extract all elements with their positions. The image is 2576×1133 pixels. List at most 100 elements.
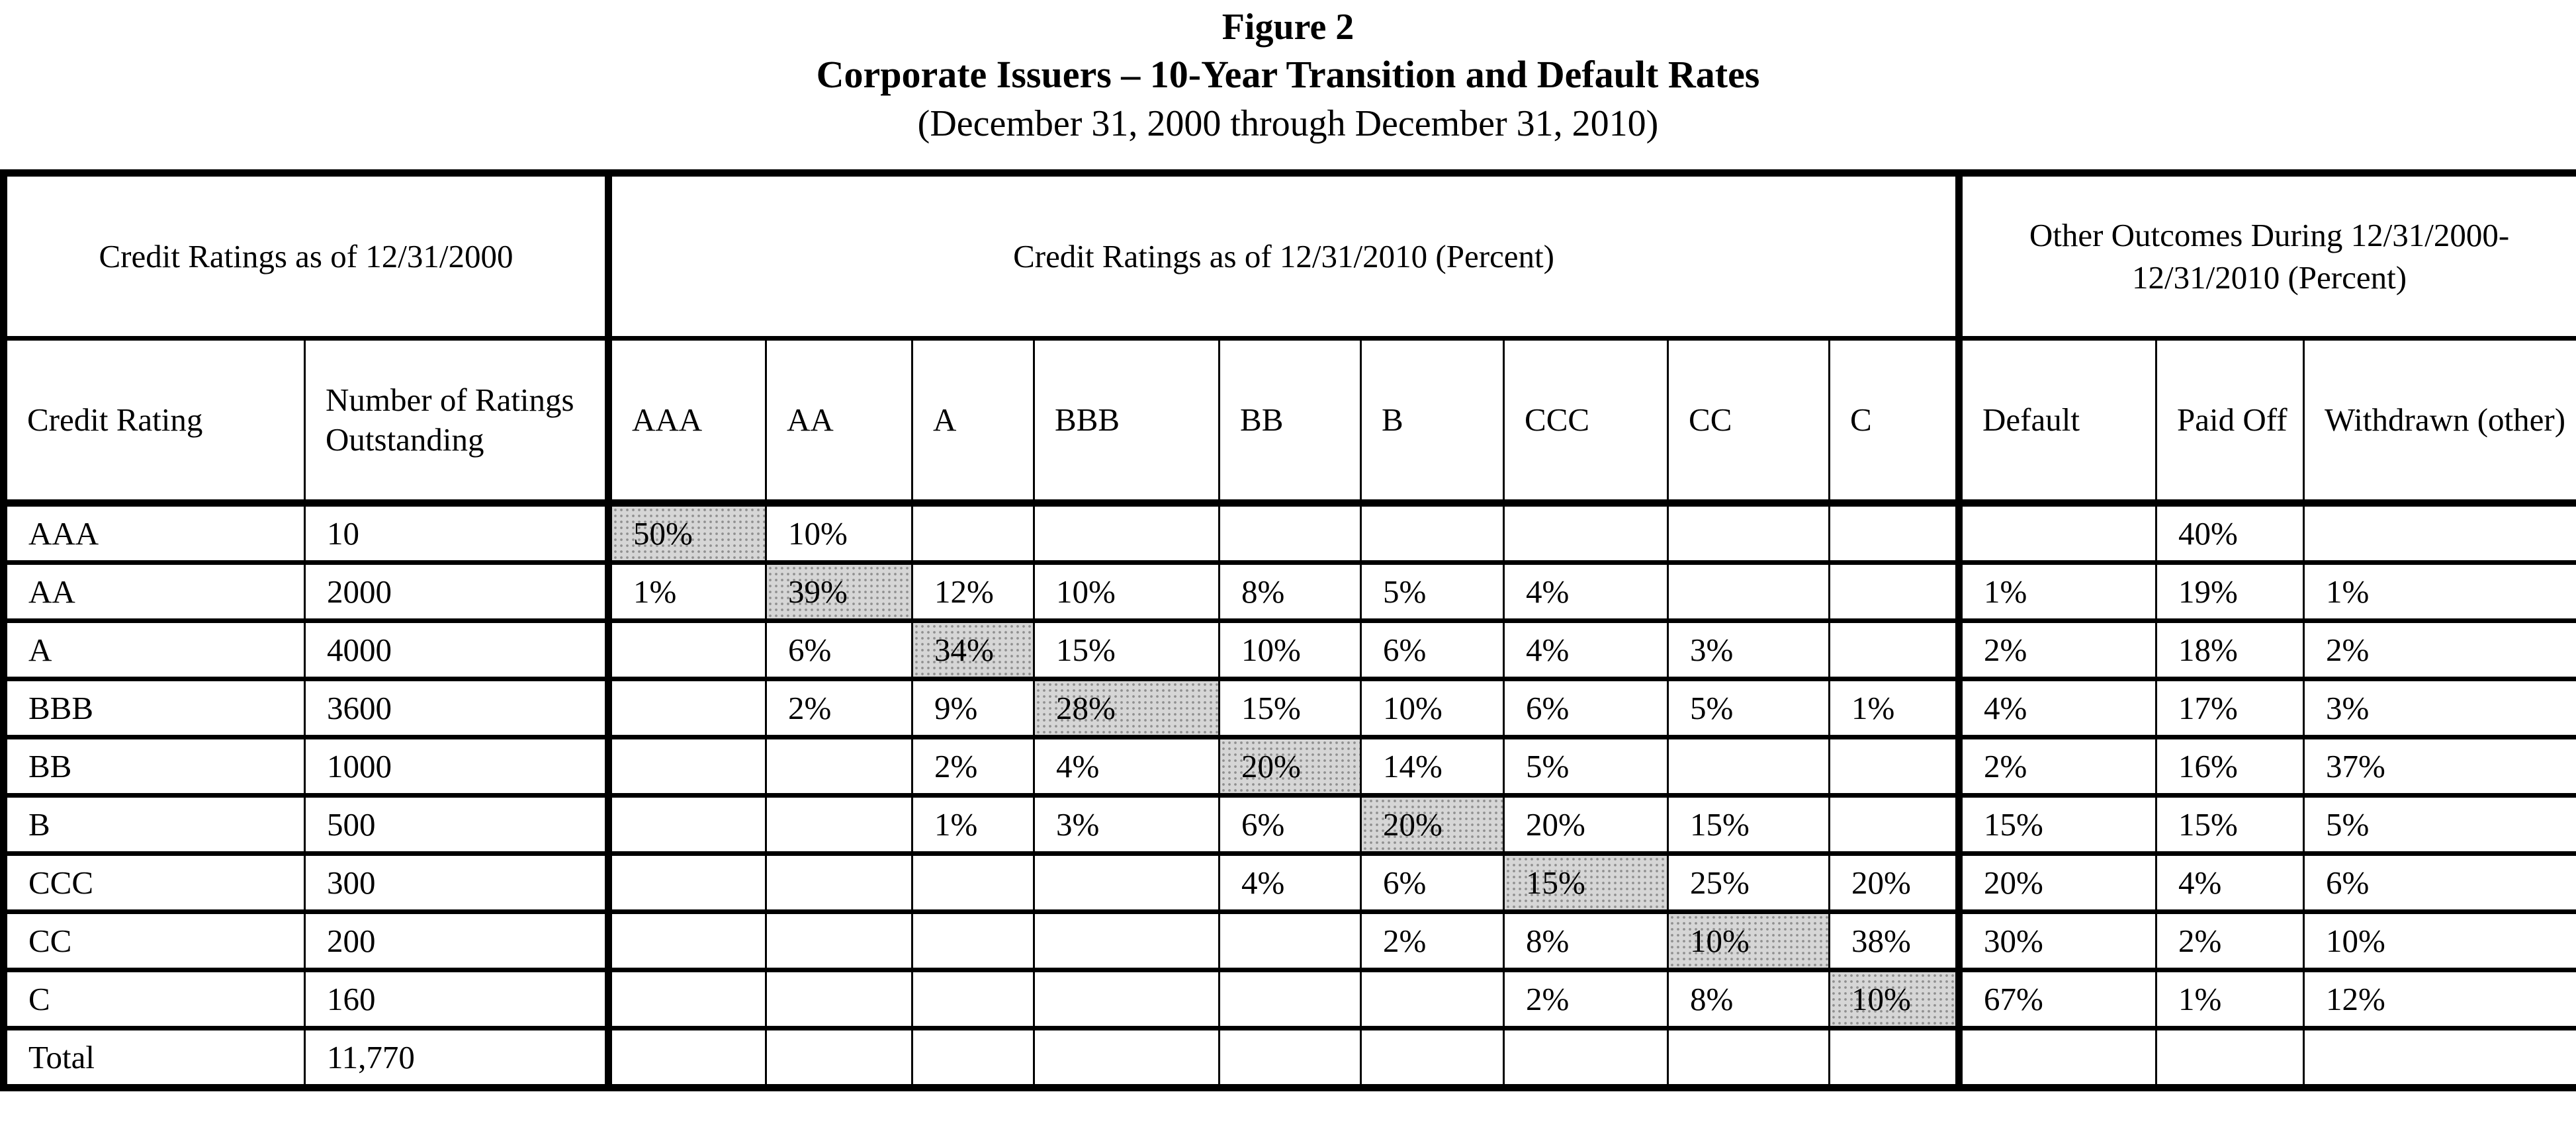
table-cell [1218, 909, 1362, 972]
header-group-row: Credit Ratings as of 12/31/2000 Credit R… [2, 171, 2576, 341]
table-cell: 67% [1955, 968, 2158, 1030]
column-header-b: B [1360, 336, 1505, 507]
table-cell: 6% [1360, 851, 1505, 914]
header-columns-row: Credit Rating Number of Ratings Outstand… [3, 336, 2576, 507]
table-cell: 5% [1503, 735, 1669, 798]
table-cell: 10% [765, 501, 914, 565]
figure-heading: Corporate Issuers – 10-Year Transition a… [816, 53, 1760, 96]
table-cell: 28% [1033, 677, 1221, 739]
table-cell: 2% [765, 677, 914, 739]
table-cell: 4% [2155, 851, 2305, 914]
table-cell: 11,770 [303, 1026, 610, 1090]
column-header-aaa: AAA [605, 336, 768, 507]
table-cell: 3% [1033, 793, 1221, 856]
table-cell: Total [3, 1026, 306, 1090]
table-cell: BB [3, 735, 306, 798]
figure-title: Figure 2 Corporate Issuers – 10-Year Tra… [0, 0, 2576, 169]
table-cell: 2% [911, 735, 1036, 798]
table-cell: 25% [1667, 851, 1831, 914]
table-cell: 15% [1033, 618, 1221, 681]
column-header-paid-off: Paid Off [2155, 336, 2305, 507]
table-cell: 8% [1503, 909, 1669, 972]
header-group-ratings-2010: Credit Ratings as of 12/31/2010 (Percent… [605, 171, 1961, 341]
table-cell: 4% [1503, 618, 1669, 681]
table-cell [765, 851, 914, 914]
table-cell [911, 501, 1036, 565]
table-cell [1828, 735, 1961, 798]
transition-rates-table: Credit Ratings as of 12/31/2000 Credit R… [0, 169, 2576, 1091]
table-cell [1218, 1026, 1362, 1090]
table-cell [605, 677, 768, 739]
table-cell: 15% [1218, 677, 1362, 739]
table-cell: 1% [1828, 677, 1961, 739]
figure-number: Figure 2 [1221, 7, 1355, 48]
table-cell [605, 851, 768, 914]
table-cell [605, 909, 768, 972]
table-cell: 500 [303, 793, 610, 856]
table-cell [1033, 968, 1221, 1030]
table-cell [2303, 1026, 2576, 1090]
table-cell: 50% [605, 501, 768, 565]
table-cell: AA [3, 560, 306, 623]
table-cell [1828, 560, 1961, 623]
table-cell [911, 851, 1036, 914]
table-cell [1828, 618, 1961, 681]
table-cell: CCC [3, 851, 306, 914]
table-cell: 12% [911, 560, 1036, 623]
table-cell: 1% [2155, 968, 2305, 1030]
table-cell: 34% [911, 618, 1036, 681]
table-cell: 2% [1503, 968, 1669, 1030]
table-cell: BBB [3, 677, 306, 739]
table-row: CC 200 2% 8% 10% 38% 30% 2% 10% [3, 909, 2576, 972]
table-cell: 5% [1360, 560, 1505, 623]
table-cell [605, 735, 768, 798]
table-cell [2155, 1026, 2305, 1090]
table-cell: 4% [1955, 677, 2158, 739]
table-cell: 300 [303, 851, 610, 914]
table-cell: 1% [2303, 560, 2576, 623]
table-cell: 4% [1503, 560, 1669, 623]
table-cell: 160 [303, 968, 610, 1030]
table-cell: 1% [911, 793, 1036, 856]
table-cell: 6% [1218, 793, 1362, 856]
table-cell: 15% [2155, 793, 2305, 856]
table-cell: 2% [1955, 735, 2158, 798]
table-cell: 37% [2303, 735, 2576, 798]
table-cell: 10% [1218, 618, 1362, 681]
table-body: AAA 10 50% 10% 40% AA 2000 1% 39% 12% 10% 8% 5% 4% 1% 1… [3, 501, 2576, 1090]
table-cell: 14% [1360, 735, 1505, 798]
header-group-ratings-2000: Credit Ratings as of 12/31/2000 [2, 171, 610, 341]
table-cell: 2000 [303, 560, 610, 623]
table-cell [1033, 909, 1221, 972]
table-cell: 16% [2155, 735, 2305, 798]
table-cell: 3600 [303, 677, 610, 739]
table-cell [1955, 1026, 2158, 1090]
table-cell: 10% [1828, 968, 1961, 1030]
table-cell: 20% [1218, 735, 1362, 798]
table-cell: 15% [1503, 851, 1669, 914]
table-cell: 10% [2303, 909, 2576, 972]
table-cell: 4% [1033, 735, 1221, 798]
table-cell: 10% [1033, 560, 1221, 623]
table-cell: 3% [2303, 677, 2576, 739]
table-cell [1033, 851, 1221, 914]
table-cell: CC [3, 909, 306, 972]
table-cell: 18% [2155, 618, 2305, 681]
column-header-a: A [911, 336, 1036, 507]
table-cell [1955, 501, 2158, 565]
table-cell: 39% [765, 560, 914, 623]
table-cell: A [3, 618, 306, 681]
column-header-cc: CC [1667, 336, 1831, 507]
table-cell: 8% [1667, 968, 1831, 1030]
figure-subheading: (December 31, 2000 through December 31, … [917, 103, 1659, 144]
table-cell: 200 [303, 909, 610, 972]
table-cell: 38% [1828, 909, 1961, 972]
table-cell: 20% [1360, 793, 1505, 856]
table-cell: 12% [2303, 968, 2576, 1030]
table-cell: 15% [1955, 793, 2158, 856]
table-cell [765, 909, 914, 972]
table-cell [1033, 501, 1221, 565]
table-row: AA 2000 1% 39% 12% 10% 8% 5% 4% 1% 19% 1% [3, 560, 2576, 623]
table-cell [765, 968, 914, 1030]
header-group-other-outcomes: Other Outcomes During 12/31/2000-12/31/2… [1955, 171, 2576, 341]
